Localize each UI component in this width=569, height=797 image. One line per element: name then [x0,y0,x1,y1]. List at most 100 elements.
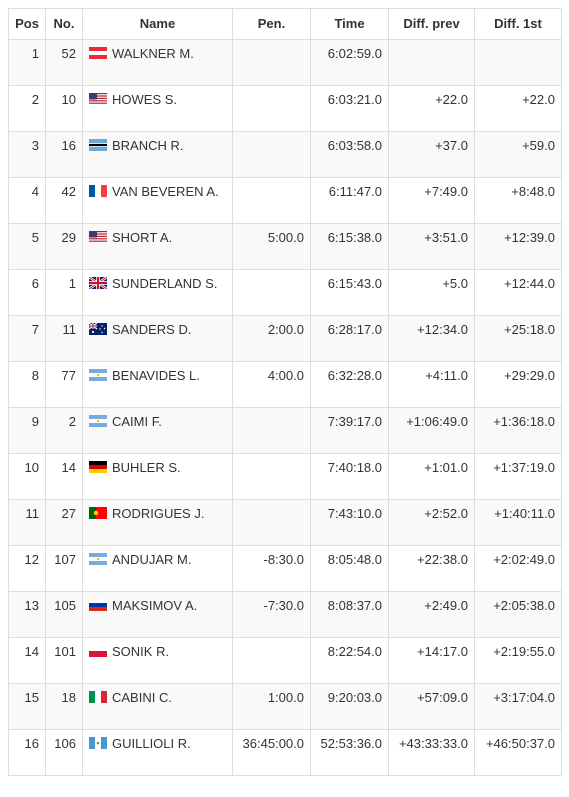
result-row: 7 11 SANDERS D. 2:00.0 6:28:17.0 +12:34.0 +25:… [8,315,562,362]
flag [89,185,107,197]
time-cell: 6:15:38.0 [310,223,389,270]
time-cell: 6:03:58.0 [310,131,389,178]
result-row: 10 14 BUHLER S. 7:40:18.0 +1:01.0 +1:37:19.0 [8,453,562,500]
rider-name: BUHLER S. [112,460,181,475]
pos-cell: 15 [8,683,46,730]
result-row: 4 42 VAN BEVEREN A. 6:11:47.0 +7:49.0 +8:48.0 [8,177,562,224]
time-cell: 7:39:17.0 [310,407,389,454]
diff-first-cell: +46:50:37.0 [474,729,562,776]
penalty-cell [232,85,311,132]
diff-prev-cell: +14:17.0 [388,637,475,684]
result-row: 6 1 SUNDERLAND S. 6:15:43.0 +5.0 +12:44.0 [8,269,562,316]
column-header: Time [310,8,389,40]
rider-name: CABINI C. [112,690,172,705]
rider-name-cell: CAIMI F. [82,407,233,454]
rider-name-cell: SUNDERLAND S. [82,269,233,316]
number-cell: 101 [45,637,83,684]
flag [89,599,107,611]
time-cell: 6:11:47.0 [310,177,389,224]
rider-name: WALKNER M. [112,46,194,61]
time-cell: 6:02:59.0 [310,39,389,86]
result-row: 16 106 GUILLIOLI R. 36:45:00.0 52:53:36.0 +43… [8,729,562,776]
diff-first-cell: +8:48.0 [474,177,562,224]
rider-name: SUNDERLAND S. [112,276,218,291]
result-row: 5 29 SHORT A. 5:00.0 6:15:38.0 +3:51.0 +12:39.… [8,223,562,270]
penalty-cell: 2:00.0 [232,315,311,362]
flag [89,47,107,59]
flag [89,691,107,703]
flag [89,645,107,657]
penalty-cell [232,499,311,546]
time-cell: 9:20:03.0 [310,683,389,730]
diff-prev-cell: +12:34.0 [388,315,475,362]
time-cell: 6:03:21.0 [310,85,389,132]
result-row: 11 27 RODRIGUES J. 7:43:10.0 +2:52.0 +1:40:11… [8,499,562,546]
time-cell: 8:08:37.0 [310,591,389,638]
header-row: Pos No. Name Pen. Time Diff. prev Diff. 1st [8,8,562,40]
rider-name: BRANCH R. [112,138,184,153]
rider-name-cell: BUHLER S. [82,453,233,500]
time-cell: 52:53:36.0 [310,729,389,776]
time-cell: 7:43:10.0 [310,499,389,546]
number-cell: 77 [45,361,83,408]
diff-prev-cell: +2:49.0 [388,591,475,638]
diff-prev-cell [388,39,475,86]
rider-name: GUILLIOLI R. [112,736,191,751]
diff-first-cell: +1:40:11.0 [474,499,562,546]
penalty-cell [232,407,311,454]
pos-cell: 13 [8,591,46,638]
diff-prev-cell: +37.0 [388,131,475,178]
number-cell: 14 [45,453,83,500]
rider-name-cell: WALKNER M. [82,39,233,86]
penalty-cell: 4:00.0 [232,361,311,408]
rider-name-cell: CABINI C. [82,683,233,730]
diff-first-cell: +1:36:18.0 [474,407,562,454]
rider-name-cell: VAN BEVEREN A. [82,177,233,224]
pos-cell: 3 [8,131,46,178]
pos-cell: 9 [8,407,46,454]
pos-cell: 11 [8,499,46,546]
diff-prev-cell: +1:01.0 [388,453,475,500]
result-row: 3 16 BRANCH R. 6:03:58.0 +37.0 +59.0 [8,131,562,178]
pos-cell: 14 [8,637,46,684]
pos-cell: 2 [8,85,46,132]
diff-first-cell: +25:18.0 [474,315,562,362]
result-row: 2 10 HOWES S. 6:03:21.0 +22.0 +22.0 [8,85,562,132]
diff-prev-cell: +5.0 [388,269,475,316]
result-row: 8 77 BENAVIDES L. 4:00.0 6:32:28.0 +4:11.0 +29… [8,361,562,408]
column-header: Name [82,8,233,40]
penalty-cell [232,131,311,178]
penalty-cell [232,39,311,86]
diff-prev-cell: +4:11.0 [388,361,475,408]
column-header: Diff. prev [388,8,475,40]
flag [89,139,107,151]
number-cell: 18 [45,683,83,730]
diff-prev-cell: +3:51.0 [388,223,475,270]
number-cell: 52 [45,39,83,86]
penalty-cell: -8:30.0 [232,545,311,592]
diff-prev-cell: +7:49.0 [388,177,475,224]
diff-prev-cell: +1:06:49.0 [388,407,475,454]
penalty-cell [232,269,311,316]
time-cell: 6:32:28.0 [310,361,389,408]
diff-first-cell: +22.0 [474,85,562,132]
rider-name-cell: SONIK R. [82,637,233,684]
diff-first-cell: +2:05:38.0 [474,591,562,638]
rider-name: CAIMI F. [112,414,162,429]
flag [89,507,107,519]
flag [89,415,107,427]
number-cell: 2 [45,407,83,454]
diff-first-cell: +2:02:49.0 [474,545,562,592]
time-cell: 6:28:17.0 [310,315,389,362]
penalty-cell [232,177,311,224]
rider-name-cell: GUILLIOLI R. [82,729,233,776]
number-cell: 42 [45,177,83,224]
flag [89,93,107,105]
column-header: Pen. [232,8,311,40]
rider-name: HOWES S. [112,92,178,107]
rider-name: SHORT A. [112,230,173,245]
rider-name: ANDUJAR M. [112,552,192,567]
flag [89,553,107,565]
